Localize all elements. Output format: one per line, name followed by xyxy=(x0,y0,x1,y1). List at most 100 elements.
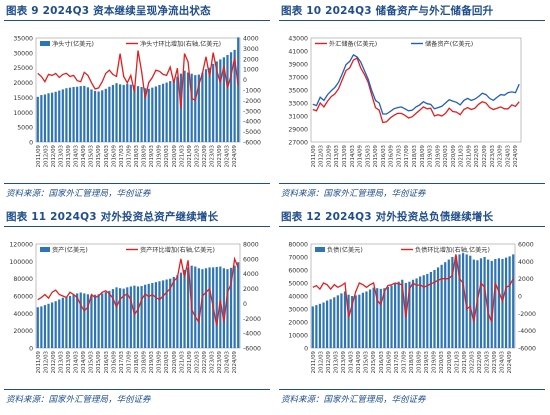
bar xyxy=(204,69,208,142)
x-tick-label: 2023/03 xyxy=(210,145,216,167)
x-tick-label: 2012/03 xyxy=(43,145,49,167)
y2-tick-label: 4000 xyxy=(243,271,259,278)
bar xyxy=(183,270,186,348)
bar xyxy=(136,286,140,348)
y-tick-label: 30000 xyxy=(13,50,33,57)
x-tick-label: 2014/03 xyxy=(350,145,356,167)
bar xyxy=(40,95,43,142)
bar xyxy=(408,281,411,348)
y2-tick-label: -6000 xyxy=(518,346,536,353)
x-tick-label: 2020/03 xyxy=(164,351,170,373)
x-tick-label: 2021/09 xyxy=(187,144,193,167)
chart-title: 图表 10 2024Q3 储备资产与外汇储备回升 xyxy=(281,5,494,17)
series-line-change xyxy=(37,256,239,326)
series-line xyxy=(312,57,520,124)
y-tick-label: 43000 xyxy=(288,36,308,43)
panel-reserves: 图表 10 2024Q3 储备资产与外汇储备回升 27000 29000 31000… xyxy=(277,0,547,205)
bar xyxy=(208,267,211,348)
bar xyxy=(376,288,379,348)
series-line-change xyxy=(37,50,239,109)
x-tick-label: 2014/03 xyxy=(74,145,80,167)
x-tick-label: 2015/03 xyxy=(365,145,371,167)
y2-tick-label: 4000 xyxy=(243,36,259,43)
y-tick-label: 40000 xyxy=(288,294,308,301)
x-tick-label: 2024/03 xyxy=(500,351,506,373)
x-tick-label: 2015/09 xyxy=(96,144,102,167)
bar xyxy=(133,85,136,142)
bar xyxy=(126,83,129,142)
bar xyxy=(186,267,190,348)
bar xyxy=(179,272,183,348)
x-tick-label: 2022/09 xyxy=(202,350,208,373)
x-tick-label: 2013/09 xyxy=(66,144,72,167)
x-tick-label: 2019/09 xyxy=(157,144,163,167)
bar xyxy=(351,296,354,348)
y-tick-label: 37000 xyxy=(288,75,308,82)
bar xyxy=(108,86,111,142)
x-tick-label: 2018/03 xyxy=(409,351,415,373)
y2-tick-label: -2000 xyxy=(243,98,261,105)
x-tick-label: 2011/09 xyxy=(311,144,317,167)
y-tick-label: 15000 xyxy=(13,95,33,102)
bar xyxy=(68,87,72,142)
bar xyxy=(215,266,218,348)
y2-tick-label: -6000 xyxy=(243,346,261,353)
y-tick-label: 29000 xyxy=(288,127,308,134)
y-tick-label: 20000 xyxy=(13,328,33,335)
bar xyxy=(208,67,211,142)
x-tick-label: 2012/09 xyxy=(51,144,57,167)
x-tick-label: 2020/03 xyxy=(439,351,445,373)
chart-title: 图表 12 2024Q3 对外投资总负债继续增长 xyxy=(281,211,494,223)
x-tick-label: 2018/03 xyxy=(412,145,418,167)
bar xyxy=(190,73,193,142)
x-tick-label: 2016/09 xyxy=(389,144,395,167)
x-tick-label: 2015/03 xyxy=(364,351,370,373)
x-tick-label: 2020/03 xyxy=(164,145,170,167)
bar xyxy=(318,303,322,348)
y-tick-label: 30000 xyxy=(288,307,308,314)
bar xyxy=(61,297,64,348)
bar xyxy=(343,291,347,348)
x-tick-label: 2015/03 xyxy=(89,351,95,373)
bar xyxy=(83,293,86,348)
x-tick-label: 2023/03 xyxy=(485,351,491,373)
y-tick-label: 27000 xyxy=(288,140,308,147)
bar xyxy=(401,279,404,348)
x-tick-label: 2018/03 xyxy=(134,351,140,373)
x-tick-label: 2021/03 xyxy=(179,145,185,167)
y2-tick-label: -5000 xyxy=(243,129,261,136)
x-tick-label: 2017/09 xyxy=(126,144,132,167)
bar xyxy=(201,269,204,348)
bar xyxy=(504,257,508,348)
x-tick-label: 2013/03 xyxy=(58,145,64,167)
x-tick-label: 2024/09 xyxy=(232,350,238,373)
bar xyxy=(126,287,129,348)
bar xyxy=(165,82,168,142)
bar xyxy=(219,266,222,348)
x-tick-label: 2012/09 xyxy=(326,144,332,167)
y-tick-label: 0 xyxy=(29,346,33,353)
y2-tick-label: 2000 xyxy=(518,276,534,283)
bar xyxy=(229,267,233,348)
bar xyxy=(54,91,57,142)
bar xyxy=(483,257,486,348)
legend-label: 负债环比增加(右轴,亿美元) xyxy=(415,246,490,254)
x-tick-label: 2015/03 xyxy=(89,145,95,167)
y-tick-label: 80000 xyxy=(288,242,308,249)
bar xyxy=(397,281,400,348)
bar xyxy=(90,295,93,348)
bar xyxy=(65,88,68,142)
legend-swatch-bar xyxy=(40,247,50,252)
bar xyxy=(122,288,125,348)
bar xyxy=(97,91,100,142)
x-tick-label: 2012/03 xyxy=(319,145,325,167)
bar xyxy=(390,285,393,348)
bar xyxy=(115,83,118,142)
bar xyxy=(147,283,150,348)
bar xyxy=(36,307,39,348)
x-tick-label: 2016/03 xyxy=(381,145,387,167)
bar xyxy=(169,81,172,142)
chart-reserves: 27000 29000 31000 33000 35000 37000 39000 41000… xyxy=(288,36,522,167)
title-rule xyxy=(279,226,545,228)
x-tick-label: 2022/09 xyxy=(482,144,488,167)
